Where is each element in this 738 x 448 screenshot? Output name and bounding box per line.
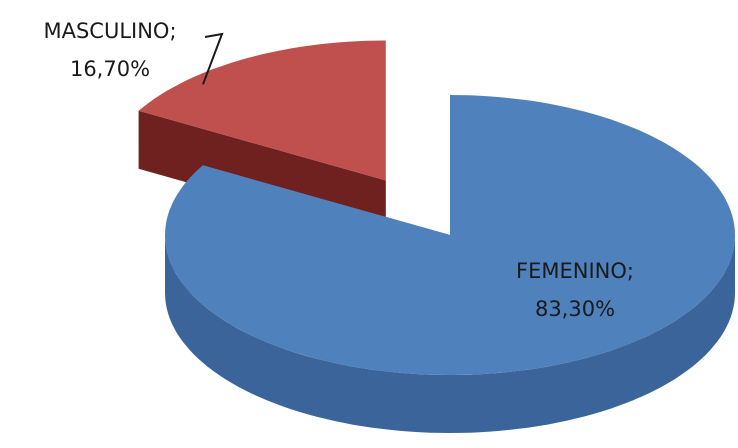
slice-side xyxy=(165,235,735,433)
data-label-name: FEMENINO; xyxy=(516,259,634,283)
slice xyxy=(165,95,735,375)
data-label-value: 83,30% xyxy=(535,297,615,321)
data-label-value: 16,70% xyxy=(70,57,150,81)
leader-line xyxy=(202,32,224,85)
slice xyxy=(138,40,386,181)
data-label-name: MASCULINO; xyxy=(43,19,176,43)
